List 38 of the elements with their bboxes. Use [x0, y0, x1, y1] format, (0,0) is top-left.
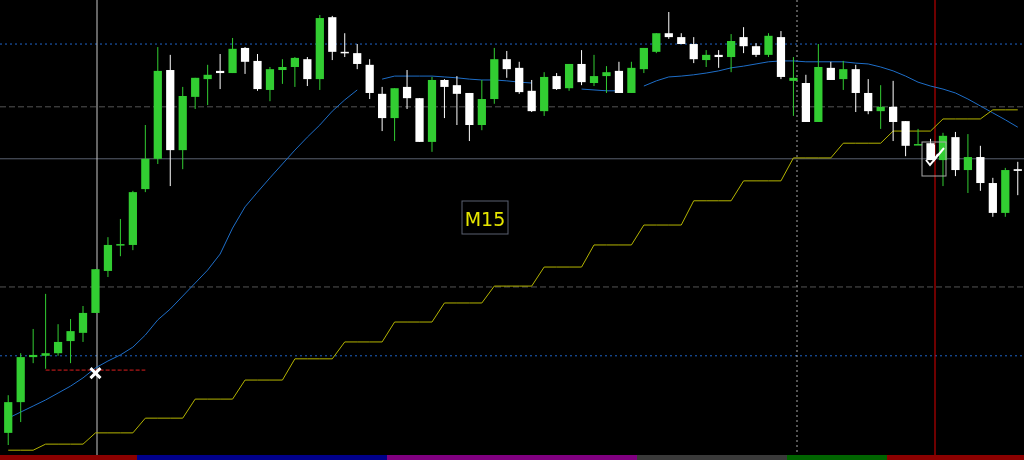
- candlestick: [602, 65, 611, 94]
- candlestick: [402, 69, 412, 110]
- candlestick: [839, 60, 848, 91]
- candlestick: [303, 56, 312, 87]
- candlestick: [652, 32, 661, 54]
- candlestick: [278, 58, 287, 85]
- candlestick: [739, 26, 748, 54]
- candlestick: [116, 218, 125, 257]
- candlestick: [440, 78, 449, 119]
- candlestick: [527, 79, 536, 113]
- candlestick: [589, 54, 599, 87]
- candlestick: [764, 32, 773, 58]
- candlestick: [191, 77, 200, 110]
- candlestick: [452, 75, 462, 126]
- candlestick: [78, 305, 88, 343]
- candlestick: [963, 133, 973, 194]
- candlestick: [864, 78, 873, 115]
- candlestick: [727, 33, 736, 73]
- candlestick: [353, 43, 362, 70]
- candlestick: [889, 80, 898, 142]
- candlestick: [290, 56, 299, 88]
- candlestick: [502, 50, 511, 79]
- candlestick: [689, 36, 698, 64]
- candlestick: [664, 11, 673, 40]
- candlestick: [41, 293, 50, 370]
- candlestick: [789, 56, 798, 117]
- candlestick: [66, 318, 75, 364]
- candlestick: [577, 49, 586, 86]
- candlestick: [639, 47, 648, 74]
- candlestick: [53, 323, 63, 357]
- candlestick: [913, 128, 923, 146]
- candlestick: [265, 66, 275, 102]
- annotation: M15: [464, 208, 506, 230]
- candlestick: [826, 61, 835, 81]
- candlestick: [240, 46, 250, 75]
- candlestick: [614, 61, 624, 94]
- candlestick: [851, 64, 860, 113]
- candlestick: [1013, 161, 1022, 196]
